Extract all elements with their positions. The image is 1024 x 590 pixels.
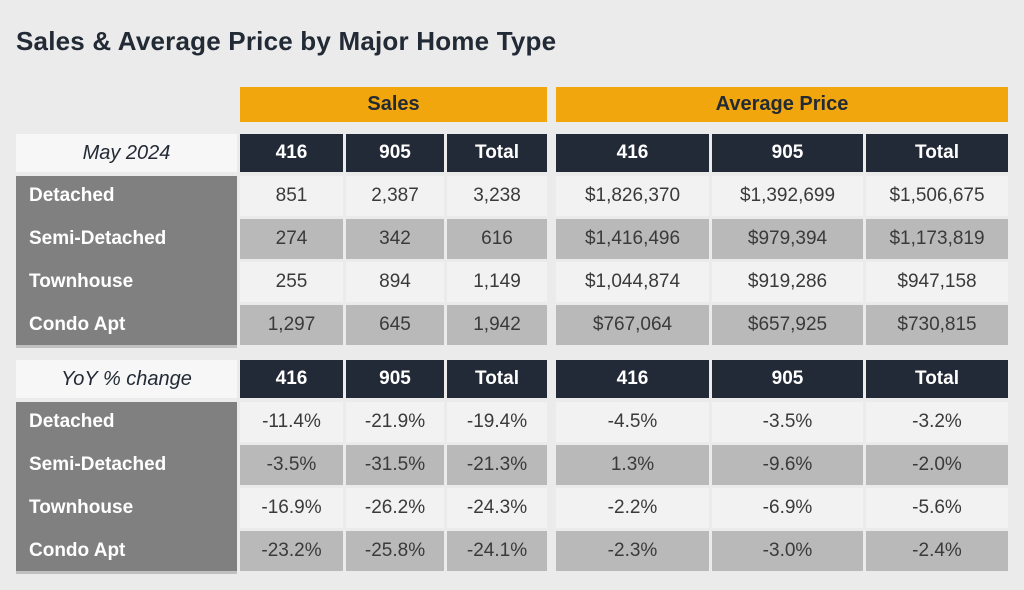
table-cell: $1,392,699 <box>712 176 863 216</box>
section2-price-416-header: 416 <box>556 360 709 398</box>
section1-row-labels: Detached Semi-Detached Townhouse Condo A… <box>16 176 237 345</box>
table-cell: -6.9% <box>712 488 863 528</box>
section2-sales-total-header: Total <box>447 360 547 398</box>
table-cell: -2.4% <box>866 531 1008 571</box>
table-cell: -5.6% <box>866 488 1008 528</box>
table-cell: 255 <box>240 262 343 302</box>
section2-sales-416-header: 416 <box>240 360 343 398</box>
table-cell: 1,942 <box>447 305 547 345</box>
section-divider <box>16 345 1008 360</box>
table-cell: -3.5% <box>240 445 343 485</box>
table-cell: -25.8% <box>346 531 444 571</box>
table-cell: $730,815 <box>866 305 1008 345</box>
table-cell: $1,173,819 <box>866 219 1008 259</box>
table-cell: -3.2% <box>866 402 1008 442</box>
table-cell: 645 <box>346 305 444 345</box>
table-cell: $979,394 <box>712 219 863 259</box>
table-cell: -2.0% <box>866 445 1008 485</box>
section1-header-row: May 2024 416 905 Total 416 905 Total <box>16 134 1008 172</box>
section2-body: Detached Semi-Detached Townhouse Condo A… <box>16 402 1008 571</box>
page-title: Sales & Average Price by Major Home Type <box>16 26 557 56</box>
section1-corner-label: May 2024 <box>16 134 237 172</box>
section2-corner-label: YoY % change <box>16 360 237 398</box>
table-cell: -24.1% <box>447 531 547 571</box>
table-cell: -3.0% <box>712 531 863 571</box>
table-cell: -26.2% <box>346 488 444 528</box>
table-cell: 274 <box>240 219 343 259</box>
section2-header-row: YoY % change 416 905 Total 416 905 Total <box>16 360 1008 398</box>
table-cell: -21.3% <box>447 445 547 485</box>
section1-price-total-header: Total <box>866 134 1008 172</box>
table-cell: -2.2% <box>556 488 709 528</box>
row-label: Townhouse <box>29 271 134 292</box>
table-cell: $1,416,496 <box>556 219 709 259</box>
group-header-sales: Sales <box>240 87 547 122</box>
row-label: Semi-Detached <box>29 454 167 475</box>
table-cell: 894 <box>346 262 444 302</box>
section1-price-905-header: 905 <box>712 134 863 172</box>
section1-price-416-header: 416 <box>556 134 709 172</box>
table-cell: 616 <box>447 219 547 259</box>
row-label: Townhouse <box>29 497 134 518</box>
table-cell: -9.6% <box>712 445 863 485</box>
row-label: Detached <box>29 411 115 432</box>
table-cell: -4.5% <box>556 402 709 442</box>
column-group-band: Sales Average Price <box>16 87 1008 122</box>
table-cell: $919,286 <box>712 262 863 302</box>
table-cell: $1,506,675 <box>866 176 1008 216</box>
table-cell: 1.3% <box>556 445 709 485</box>
row-label: Condo Apt <box>29 540 126 561</box>
section2-price-905-header: 905 <box>712 360 863 398</box>
section1-body: Detached Semi-Detached Townhouse Condo A… <box>16 176 1008 345</box>
table-cell: 1,149 <box>447 262 547 302</box>
table-cell: -3.5% <box>712 402 863 442</box>
table-cell: 851 <box>240 176 343 216</box>
section1-sales-416-header: 416 <box>240 134 343 172</box>
table-cell: -24.3% <box>447 488 547 528</box>
table-cell: -16.9% <box>240 488 343 528</box>
table-cell: $657,925 <box>712 305 863 345</box>
table-cell: $1,044,874 <box>556 262 709 302</box>
table-cell: -2.3% <box>556 531 709 571</box>
section1-sales-total-header: Total <box>447 134 547 172</box>
table-cell: -11.4% <box>240 402 343 442</box>
table-cell: $767,064 <box>556 305 709 345</box>
section1-sales-905-header: 905 <box>346 134 444 172</box>
table-cell: 1,297 <box>240 305 343 345</box>
row-label: Semi-Detached <box>29 228 167 249</box>
table-cell: -23.2% <box>240 531 343 571</box>
section2-price-total-header: Total <box>866 360 1008 398</box>
row-label: Condo Apt <box>29 314 126 335</box>
table-cell: 2,387 <box>346 176 444 216</box>
row-label: Detached <box>29 185 115 206</box>
table-cell: -19.4% <box>447 402 547 442</box>
section2-row-labels: Detached Semi-Detached Townhouse Condo A… <box>16 402 237 571</box>
table-cell: 3,238 <box>447 176 547 216</box>
table-cell: 342 <box>346 219 444 259</box>
section2-sales-905-header: 905 <box>346 360 444 398</box>
table-cell: -21.9% <box>346 402 444 442</box>
table-cell: $947,158 <box>866 262 1008 302</box>
table-cell: $1,826,370 <box>556 176 709 216</box>
group-header-average-price: Average Price <box>556 87 1008 122</box>
table-cell: -31.5% <box>346 445 444 485</box>
